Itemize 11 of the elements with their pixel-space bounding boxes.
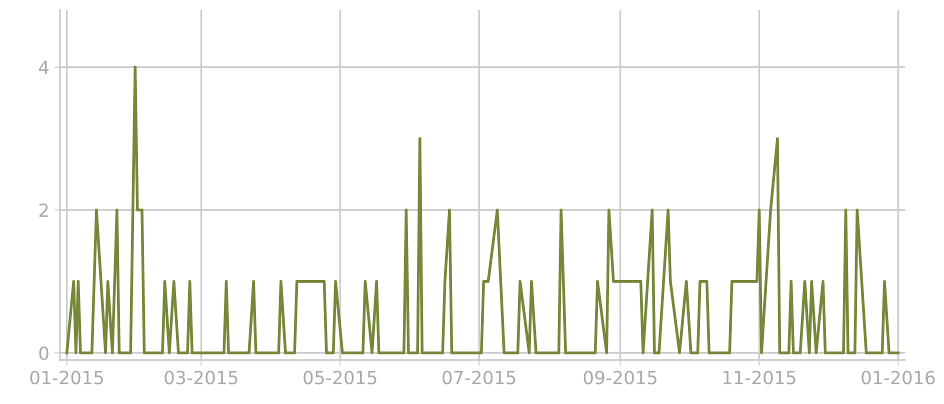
x-tick-label: 01-2016 — [862, 370, 935, 384]
x-tick-label: 01-2015 — [30, 370, 103, 384]
x-tick-label: 05-2015 — [304, 370, 376, 384]
x-tick-label: 03-2015 — [164, 370, 238, 384]
x-tick-label: 09-2015 — [584, 370, 656, 384]
x-tick-label: 07-2015 — [442, 370, 516, 384]
line-series — [65, 66, 900, 354]
x-tick-label: 11-2015 — [723, 370, 796, 384]
y-tick-label: 2 — [39, 203, 48, 217]
y-tick-label: 4 — [38, 60, 49, 74]
y-tick-label: 0 — [39, 346, 48, 360]
